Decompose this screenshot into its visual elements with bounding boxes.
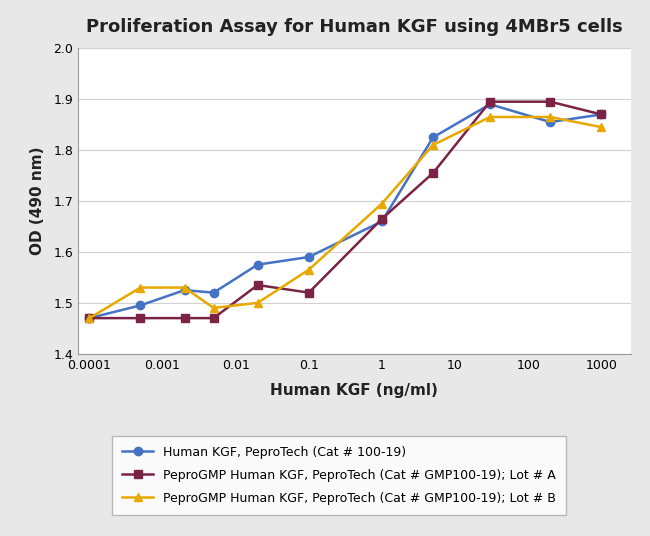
PeproGMP Human KGF, PeproTech (Cat # GMP100-19); Lot # A	[181, 315, 188, 321]
PeproGMP Human KGF, PeproTech (Cat # GMP100-19); Lot # A	[254, 282, 261, 288]
PeproGMP Human KGF, PeproTech (Cat # GMP100-19); Lot # A	[210, 315, 218, 321]
Line: Human KGF, PeproTech (Cat # 100-19): Human KGF, PeproTech (Cat # 100-19)	[85, 100, 606, 322]
PeproGMP Human KGF, PeproTech (Cat # GMP100-19); Lot # B	[210, 304, 218, 311]
Legend: Human KGF, PeproTech (Cat # 100-19), PeproGMP Human KGF, PeproTech (Cat # GMP100: Human KGF, PeproTech (Cat # 100-19), Pep…	[112, 436, 566, 516]
Human KGF, PeproTech (Cat # 100-19)	[597, 111, 605, 117]
PeproGMP Human KGF, PeproTech (Cat # GMP100-19); Lot # A	[378, 215, 386, 222]
Human KGF, PeproTech (Cat # 100-19)	[378, 218, 386, 225]
PeproGMP Human KGF, PeproTech (Cat # GMP100-19); Lot # B	[486, 114, 494, 120]
PeproGMP Human KGF, PeproTech (Cat # GMP100-19); Lot # A	[486, 99, 494, 105]
PeproGMP Human KGF, PeproTech (Cat # GMP100-19); Lot # B	[254, 300, 261, 306]
PeproGMP Human KGF, PeproTech (Cat # GMP100-19); Lot # B	[597, 124, 605, 130]
Human KGF, PeproTech (Cat # 100-19)	[305, 254, 313, 260]
PeproGMP Human KGF, PeproTech (Cat # GMP100-19); Lot # A	[597, 111, 605, 117]
Human KGF, PeproTech (Cat # 100-19)	[136, 302, 144, 309]
PeproGMP Human KGF, PeproTech (Cat # GMP100-19); Lot # B	[181, 284, 188, 291]
X-axis label: Human KGF (ng/ml): Human KGF (ng/ml)	[270, 383, 438, 398]
PeproGMP Human KGF, PeproTech (Cat # GMP100-19); Lot # A	[305, 289, 313, 296]
Human KGF, PeproTech (Cat # 100-19)	[547, 119, 554, 125]
PeproGMP Human KGF, PeproTech (Cat # GMP100-19); Lot # B	[305, 266, 313, 273]
PeproGMP Human KGF, PeproTech (Cat # GMP100-19); Lot # A	[429, 170, 437, 176]
Human KGF, PeproTech (Cat # 100-19)	[210, 289, 218, 296]
Human KGF, PeproTech (Cat # 100-19)	[254, 262, 261, 268]
Line: PeproGMP Human KGF, PeproTech (Cat # GMP100-19); Lot # A: PeproGMP Human KGF, PeproTech (Cat # GMP…	[85, 98, 606, 322]
PeproGMP Human KGF, PeproTech (Cat # GMP100-19); Lot # A	[136, 315, 144, 321]
PeproGMP Human KGF, PeproTech (Cat # GMP100-19); Lot # B	[136, 284, 144, 291]
Human KGF, PeproTech (Cat # 100-19)	[85, 315, 93, 321]
PeproGMP Human KGF, PeproTech (Cat # GMP100-19); Lot # A	[547, 99, 554, 105]
Line: PeproGMP Human KGF, PeproTech (Cat # GMP100-19); Lot # B: PeproGMP Human KGF, PeproTech (Cat # GMP…	[85, 113, 606, 322]
Y-axis label: OD (490 nm): OD (490 nm)	[30, 147, 45, 255]
Human KGF, PeproTech (Cat # 100-19)	[181, 287, 188, 293]
Human KGF, PeproTech (Cat # 100-19)	[486, 101, 494, 108]
PeproGMP Human KGF, PeproTech (Cat # GMP100-19); Lot # B	[547, 114, 554, 120]
PeproGMP Human KGF, PeproTech (Cat # GMP100-19); Lot # B	[378, 200, 386, 207]
Human KGF, PeproTech (Cat # 100-19)	[429, 134, 437, 140]
PeproGMP Human KGF, PeproTech (Cat # GMP100-19); Lot # B	[85, 315, 93, 321]
PeproGMP Human KGF, PeproTech (Cat # GMP100-19); Lot # B	[429, 142, 437, 148]
PeproGMP Human KGF, PeproTech (Cat # GMP100-19); Lot # A	[85, 315, 93, 321]
Title: Proliferation Assay for Human KGF using 4MBr5 cells: Proliferation Assay for Human KGF using …	[86, 18, 623, 35]
